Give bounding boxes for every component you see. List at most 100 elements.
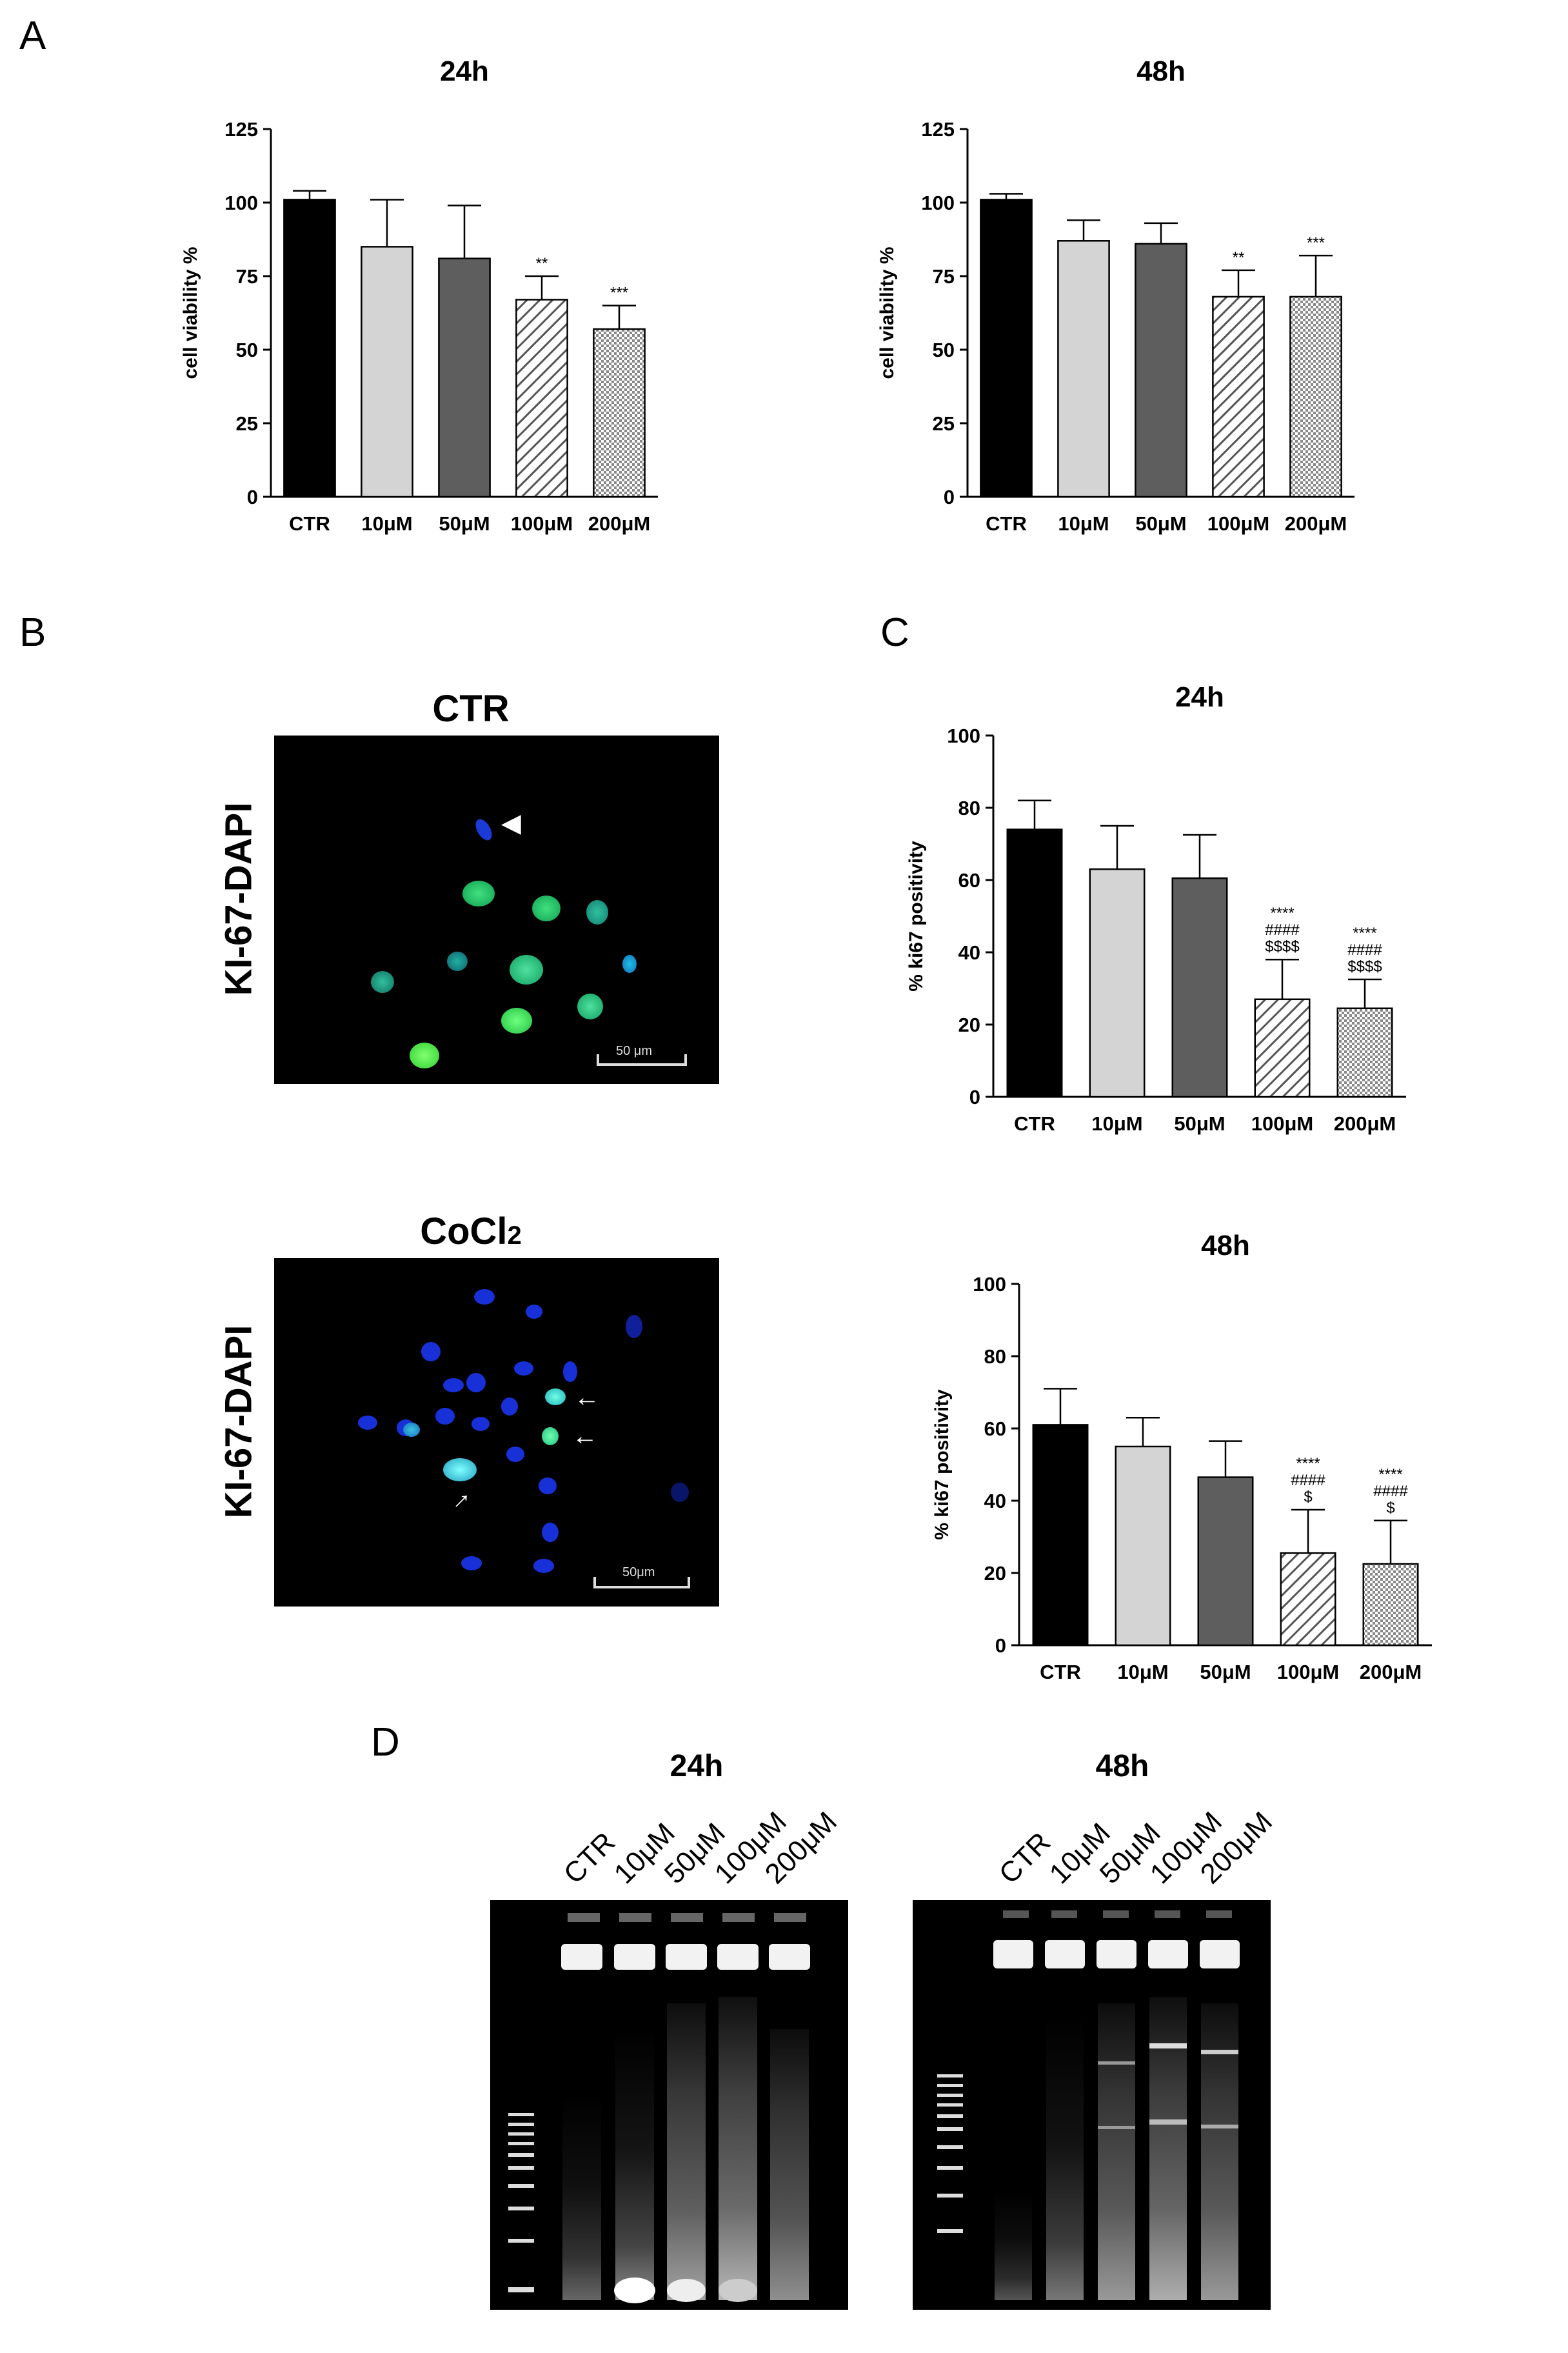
nucleus <box>474 1289 495 1305</box>
panel-letter-c: C <box>880 610 909 655</box>
nucleus <box>421 1342 441 1361</box>
x-tick-label: CTR <box>1014 1112 1055 1135</box>
significance-label: #### <box>1291 1472 1325 1489</box>
x-tick-label: 200μM <box>1360 1661 1422 1683</box>
gel-48h <box>913 1900 1271 2310</box>
nucleus <box>514 1361 533 1376</box>
nucleus <box>358 1416 377 1430</box>
chart-title: 48h <box>1136 55 1186 87</box>
chart-c-48h: 48h % ki67 positivity 0 20 40 60 80 100 CTR 10μM 5… <box>931 1230 1432 1683</box>
significance-label: ** <box>1233 249 1245 266</box>
gel-24h <box>490 1900 848 2310</box>
bar <box>515 299 568 498</box>
x-tick-label: 200μM <box>1285 512 1347 535</box>
chart-c-24h: 24h % ki67 positivity 0 20 40 60 80 100 CTR 10μM 5… <box>906 681 1406 1135</box>
nucleus <box>501 1008 532 1034</box>
significance-label: ** <box>536 255 548 272</box>
nucleus <box>501 1397 518 1416</box>
bar <box>1006 828 1063 1098</box>
significance-label: #### <box>1265 921 1300 939</box>
nucleus <box>443 1458 477 1481</box>
bar <box>438 257 491 498</box>
x-tick-label: 10μM <box>1117 1661 1168 1683</box>
arrow-icon: ↑ <box>448 1485 477 1515</box>
chart-title: 24h <box>440 55 489 87</box>
nucleus <box>586 900 608 925</box>
significance-label: #### <box>1347 941 1382 959</box>
nucleus <box>462 881 495 906</box>
micrograph-ctr: ◀ 50 μm <box>274 736 719 1084</box>
nucleus <box>461 1556 482 1570</box>
y-axis-label: cell viability % <box>180 246 201 379</box>
gel-lane-label: CTR <box>557 1826 622 1890</box>
y-tick-label: 25 <box>236 412 258 435</box>
nucleus <box>577 994 603 1019</box>
arrowhead-icon: ◀ <box>501 809 521 837</box>
gel-24h-image <box>508 1913 810 2303</box>
nucleus <box>563 1361 577 1382</box>
nucleus <box>526 1305 542 1319</box>
chart-title: 24h <box>1175 681 1224 713</box>
y-tick-label: 0 <box>995 1634 1006 1657</box>
y-tick-label: 100 <box>947 725 980 747</box>
x-tick-label: 50μM <box>1200 1661 1251 1683</box>
scale-bar <box>597 1054 687 1066</box>
micro-cocl2-ylabel: KI-67-DAPI <box>217 1325 260 1519</box>
bar <box>361 246 413 498</box>
scale-bar <box>593 1577 690 1588</box>
x-tick-label: 10μM <box>1058 512 1109 535</box>
y-tick-label: 75 <box>236 265 258 288</box>
bar <box>1336 1007 1393 1098</box>
significance-label: **** <box>1296 1455 1320 1472</box>
x-tick-label: 10μM <box>361 512 412 535</box>
x-tick-label: CTR <box>986 512 1027 535</box>
y-tick-label: 60 <box>984 1417 1006 1440</box>
nucleus <box>472 816 495 843</box>
y-tick-label: 0 <box>247 486 258 508</box>
x-tick-label: 200μM <box>588 512 651 535</box>
significance-label: **** <box>1378 1466 1402 1483</box>
x-tick-label: CTR <box>1040 1661 1081 1683</box>
y-tick-label: 80 <box>958 797 980 819</box>
y-axis-label: % ki67 positivity <box>906 841 927 992</box>
scale-bar-label: 50μm <box>622 1565 655 1579</box>
significance-label: $$$$ <box>1265 938 1299 956</box>
bar <box>1032 1424 1089 1647</box>
micro-ctr-title: CTR <box>432 688 510 730</box>
y-axis-label: % ki67 positivity <box>931 1389 953 1540</box>
x-tick-label: 10μM <box>1091 1112 1142 1135</box>
micro-ctr-ylabel: KI-67-DAPI <box>217 802 260 996</box>
nucleus <box>410 1043 439 1068</box>
x-tick-label: CTR <box>289 512 330 535</box>
y-axis-label: cell viability % <box>877 246 898 379</box>
nucleus <box>466 1373 486 1392</box>
bar <box>1289 295 1342 498</box>
nucleus <box>545 1388 566 1405</box>
gel-24h-title: 24h <box>670 1749 724 1783</box>
y-tick-label: 0 <box>969 1086 980 1108</box>
y-tick-label: 50 <box>236 339 258 361</box>
bar <box>1212 295 1265 498</box>
nucleus <box>510 955 543 985</box>
bar <box>1115 1445 1171 1647</box>
y-tick-label: 75 <box>933 265 955 288</box>
panel-letter-a: A <box>19 14 46 58</box>
significance-label: $$$$ <box>1347 958 1382 976</box>
y-tick-label: 0 <box>944 486 955 508</box>
bar <box>1254 998 1311 1098</box>
y-tick-label: 80 <box>984 1345 1006 1368</box>
nucleus <box>626 1315 642 1338</box>
nucleus <box>443 1378 464 1392</box>
nucleus <box>542 1523 559 1542</box>
significance-label: **** <box>1270 905 1294 922</box>
bar <box>1089 868 1146 1098</box>
bar <box>1057 240 1110 498</box>
nucleus <box>447 952 468 971</box>
nucleus <box>403 1423 420 1437</box>
x-tick-label: 100μM <box>1277 1661 1340 1683</box>
nucleus <box>539 1477 557 1494</box>
y-tick-label: 60 <box>958 869 980 892</box>
gel-48h-image <box>937 1910 1240 2300</box>
bar <box>1197 1476 1254 1647</box>
nucleus <box>542 1427 559 1445</box>
